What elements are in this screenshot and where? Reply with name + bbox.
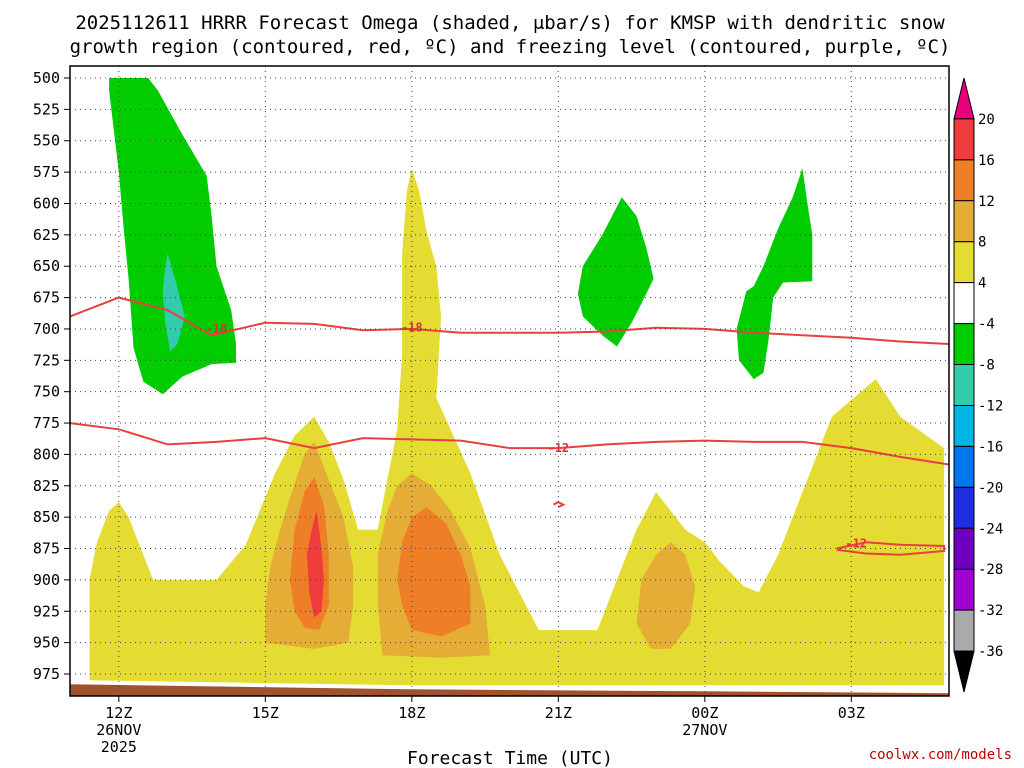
ytick-label-550: 550: [33, 132, 60, 150]
ytick-label-850: 850: [33, 508, 60, 526]
colorbar-swatch-8: [953, 404, 975, 447]
colorbar-swatch-3: [953, 200, 975, 243]
contour-label-dgz-upper-isotherm-1: -18: [401, 321, 423, 335]
colorbar-label-20: 20: [978, 112, 995, 128]
contour-label-dgz-small-loop-0: -12: [845, 537, 867, 551]
ytick-label-700: 700: [33, 320, 60, 338]
xtick-label-21Z: 21Z: [545, 704, 572, 722]
colorbar-label--32: -32: [978, 603, 1003, 619]
omega-shade-teal-core-left: [162, 253, 185, 352]
colorbar-label-8: 8: [978, 235, 986, 251]
xtick-year-12Z: 2025: [101, 738, 137, 756]
colorbar-label-16: 16: [978, 153, 995, 169]
ytick-label-600: 600: [33, 194, 60, 212]
ytick-label-950: 950: [33, 634, 60, 652]
colorbar-label--4: -4: [978, 317, 995, 333]
colorbar-label--20: -20: [978, 480, 1003, 496]
gridlines: [69, 65, 950, 697]
ytick-label-875: 875: [33, 540, 60, 558]
contour-dgz-small-loop: [836, 541, 946, 556]
colorbar-swatch-4: [953, 241, 975, 284]
colorbar-label--16: -16: [978, 439, 1003, 455]
colorbar-swatch-1: [953, 118, 975, 161]
ground-surface: [70, 684, 949, 696]
ytick-label-775: 775: [33, 414, 60, 432]
x-axis-title: Forecast Time (UTC): [407, 748, 613, 768]
ytick-label-625: 625: [33, 226, 60, 244]
colorbar-label--12: -12: [978, 398, 1003, 414]
colorbar-swatch-9: [953, 445, 975, 488]
xtick-date-00Z: 27NOV: [682, 721, 727, 739]
xtick-label-03Z: 03Z: [838, 704, 865, 722]
xtick-date-12Z: 26NOV: [96, 721, 141, 739]
colorbar-label-12: 12: [978, 194, 995, 210]
xtick-label-00Z: 00Z: [691, 704, 718, 722]
colorbar-label--36: -36: [978, 644, 1003, 660]
omega-shade-green-blob-middle: [577, 197, 654, 347]
ytick-label-575: 575: [33, 163, 60, 181]
xtick-label-15Z: 15Z: [252, 704, 279, 722]
colorbar-swatch-7: [953, 364, 975, 406]
colorbar-label-4: 4: [978, 276, 986, 292]
colorbar-swatch-10: [953, 486, 975, 529]
colorbar-label--8: -8: [978, 358, 995, 374]
omega-shade-orange-mid-b: [397, 507, 471, 637]
ytick-label-800: 800: [33, 445, 60, 463]
contour-dgz-lower-isotherm: [69, 422, 950, 466]
ytick-label-750: 750: [33, 383, 60, 401]
colorbar-swatch-5: [953, 282, 975, 325]
ytick-label-900: 900: [33, 571, 60, 589]
ytick-label-500: 500: [33, 69, 60, 87]
omega-shade-green-blob-right: [736, 168, 813, 380]
colorbar-label--24: -24: [978, 521, 1003, 537]
ytick-label-650: 650: [33, 257, 60, 275]
colorbar-swatch-13: [953, 609, 975, 652]
ytick-label-675: 675: [33, 289, 60, 307]
xtick-label-18Z: 18Z: [398, 704, 425, 722]
chart-title-line1: 2025112611 HRRR Forecast Omega (shaded, …: [75, 12, 945, 34]
colorbar-swatch-11: [953, 527, 975, 570]
contour-label-dgz-lower-isotherm-0: -12: [547, 441, 569, 455]
colorbar-swatch-12: [953, 568, 975, 611]
omega-shade-orange-light-c: [636, 542, 696, 649]
chart-title-line2: growth region (contoured, red, ºC) and f…: [70, 36, 951, 58]
ytick-label-825: 825: [33, 477, 60, 495]
plot-frame: [69, 65, 950, 697]
colorbar: 20 16 12 8 4 -4 -8 -12 -16 -20 -24 -28 -32 -36: [953, 77, 1003, 693]
plot-area: -18 -18 -12 -12: [69, 66, 950, 696]
colorbar-swatch-14: [953, 650, 975, 693]
colorbar-label--28: -28: [978, 562, 1003, 578]
y-axis-ticks: 500 525 550 575 600 625 650 675 700 725 750 775 800 8…: [33, 69, 70, 683]
contour-label-dgz-upper-isotherm-0: -18: [206, 322, 228, 336]
omega-shade-green-plume-left: [109, 78, 236, 395]
ytick-label-975: 975: [33, 665, 60, 683]
ytick-label-525: 525: [33, 100, 60, 118]
colorbar-swatch-2: [953, 159, 975, 202]
ytick-label-725: 725: [33, 351, 60, 369]
xtick-label-12Z: 12Z: [105, 704, 132, 722]
omega-shade-red-core-a: [306, 510, 324, 618]
colorbar-swatch-0: [953, 77, 975, 120]
contour-dgz-dot: [552, 500, 566, 508]
contour-dgz-upper-isotherm: [69, 296, 950, 345]
ytick-label-925: 925: [33, 602, 60, 620]
credit-text: coolwx.com/models: [869, 747, 1012, 763]
colorbar-swatch-6: [953, 323, 975, 366]
